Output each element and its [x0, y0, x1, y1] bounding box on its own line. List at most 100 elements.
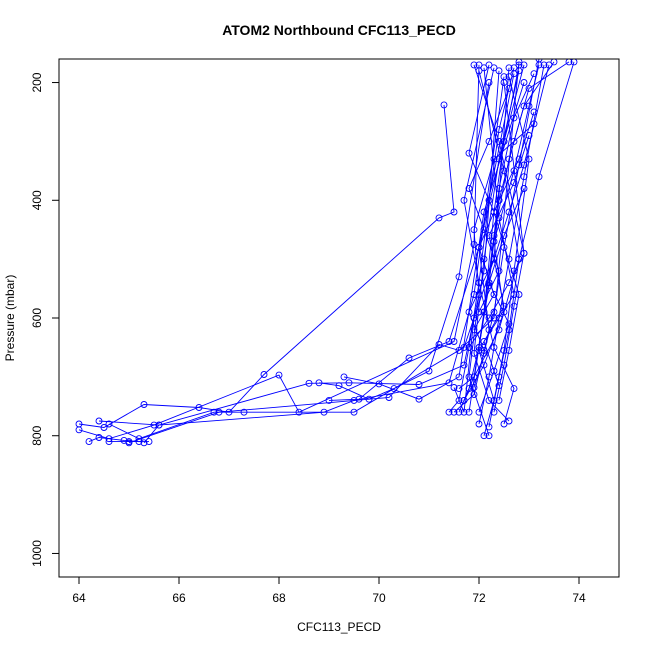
y-tick-label: 800 — [30, 425, 44, 445]
profile-line-29 — [473, 111, 535, 331]
data-point — [480, 338, 488, 345]
data-point — [485, 61, 493, 69]
data-point — [225, 408, 233, 416]
data-point — [495, 373, 503, 381]
data-point — [485, 373, 493, 381]
data-point — [535, 173, 543, 181]
data-point — [350, 408, 358, 416]
y-axis-label: Pressure (mbar) — [3, 275, 17, 362]
data-point — [315, 379, 323, 387]
data-point — [470, 349, 478, 357]
data-point — [500, 232, 508, 240]
profile-line-21 — [468, 64, 520, 401]
data-point — [520, 249, 528, 257]
data-point — [415, 395, 423, 403]
data-point — [505, 84, 513, 92]
data-point — [525, 102, 533, 110]
data-point — [480, 349, 488, 357]
data-point — [550, 59, 558, 66]
data-point — [455, 385, 463, 393]
data-point — [505, 320, 513, 328]
data-point — [445, 338, 453, 345]
data-point — [485, 79, 493, 86]
data-point — [500, 137, 508, 145]
data-point — [455, 408, 463, 416]
profile-line-22 — [463, 67, 515, 425]
data-point — [470, 391, 478, 398]
data-point — [495, 155, 503, 163]
profile-line-26 — [463, 64, 540, 401]
x-tick-label: 66 — [172, 591, 186, 605]
data-point — [475, 346, 483, 354]
data-point — [475, 420, 483, 428]
data-point — [425, 367, 433, 375]
data-point — [500, 361, 508, 369]
data-point — [475, 343, 483, 351]
data-point — [480, 361, 488, 369]
data-point — [510, 137, 518, 145]
data-point — [450, 338, 458, 345]
data-point — [500, 302, 508, 310]
data-point — [495, 196, 503, 204]
data-point — [480, 432, 488, 440]
profile-line-30 — [478, 135, 530, 401]
data-point — [500, 167, 508, 175]
data-point — [355, 395, 363, 403]
data-point — [540, 61, 548, 69]
data-point — [75, 426, 83, 434]
data-point — [525, 84, 533, 92]
data-point — [480, 267, 488, 275]
data-point — [350, 396, 358, 404]
x-tick-label: 74 — [572, 591, 586, 605]
y-tick-label: 200 — [30, 72, 44, 92]
data-point — [495, 185, 503, 192]
data-point — [470, 384, 478, 391]
data-point — [465, 308, 473, 316]
data-point — [475, 408, 483, 416]
data-point — [495, 214, 503, 222]
y-tick-label: 600 — [30, 308, 44, 328]
data-point — [530, 70, 538, 78]
profile-line-4 — [98, 70, 500, 426]
data-point — [490, 255, 498, 263]
data-point — [465, 408, 473, 416]
data-point — [490, 408, 498, 416]
data-point — [505, 155, 513, 163]
x-tick-label: 70 — [372, 591, 386, 605]
data-point — [325, 396, 333, 404]
data-point — [510, 302, 518, 310]
x-axis-label: CFC113_PECD — [297, 620, 381, 634]
x-axis: 64 66 68 70 72 74 — [72, 576, 586, 605]
data-point — [495, 267, 503, 275]
data-point — [460, 408, 468, 416]
data-point — [470, 61, 478, 69]
data-point — [530, 120, 538, 128]
data-point — [475, 67, 483, 75]
data-point — [515, 61, 523, 69]
data-point — [470, 291, 478, 298]
data-point — [470, 240, 478, 248]
data-point — [465, 185, 473, 192]
data-point — [505, 64, 513, 72]
y-axis: 200 400 600 800 1000 — [30, 72, 60, 567]
data-point — [475, 291, 483, 298]
data-point — [500, 346, 508, 354]
data-point — [140, 439, 148, 447]
data-point — [405, 354, 413, 362]
data-point — [475, 308, 483, 316]
data-point — [335, 382, 343, 390]
plot-points — [75, 59, 578, 447]
data-point — [505, 417, 513, 425]
data-point — [95, 434, 103, 441]
profile-line-27 — [468, 88, 510, 313]
data-point — [490, 367, 498, 375]
y-tick-label: 1000 — [30, 540, 44, 567]
data-point — [485, 232, 493, 240]
data-point — [565, 59, 573, 66]
data-point — [570, 59, 578, 66]
data-point — [500, 420, 508, 428]
data-point — [485, 282, 493, 290]
data-point — [465, 343, 473, 351]
data-point — [445, 379, 453, 387]
data-point — [505, 255, 513, 263]
